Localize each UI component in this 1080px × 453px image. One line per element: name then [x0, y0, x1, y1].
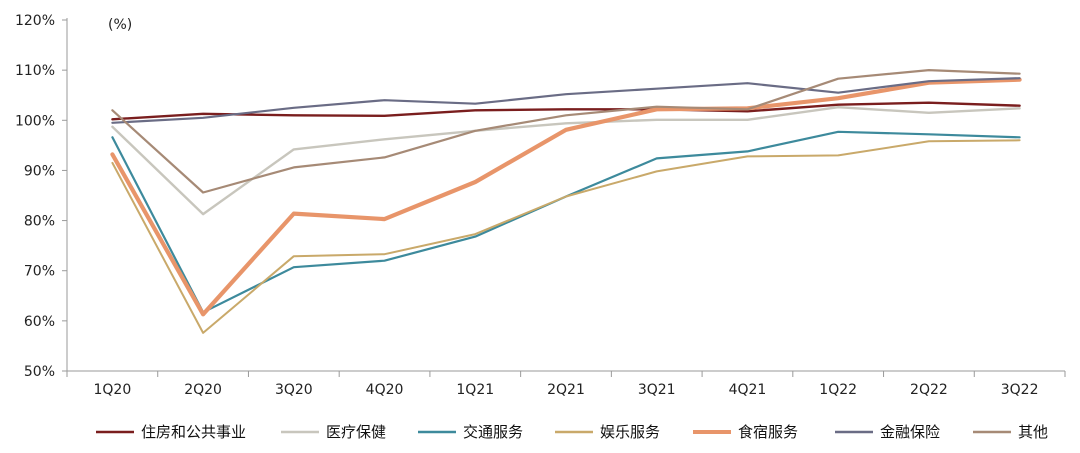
y-tick-label: 80% [24, 214, 55, 230]
y-tick-label: 110% [15, 63, 55, 79]
series-line-4 [111, 139, 1021, 334]
series-line-6 [111, 77, 1021, 124]
series-line-1 [111, 101, 1021, 121]
series-line-2 [111, 105, 1021, 216]
legend-label: 交通服务 [463, 423, 523, 441]
x-tick-label: 3Q22 [1001, 382, 1039, 398]
legend-label: 食宿服务 [738, 423, 798, 441]
x-axis: 1Q20 2Q20 3Q20 4Q20 1Q21 2Q21 3Q21 4Q21 1Q22 2Q22… [66, 370, 1066, 398]
legend-item: 住房和公共事业 [96, 423, 246, 441]
series-line-5 [110, 77, 1022, 317]
y-tick-label: 100% [15, 113, 55, 129]
x-tick-label: 2Q20 [184, 382, 222, 398]
series-layer [110, 68, 1022, 334]
y-tick-label: 90% [24, 163, 55, 179]
x-tick-label: 2Q21 [547, 382, 585, 398]
y-tick-label: 60% [24, 314, 55, 330]
x-tick-label: 2Q22 [910, 382, 948, 398]
x-tick-label: 1Q22 [819, 382, 857, 398]
x-tick-label: 4Q21 [729, 382, 767, 398]
y-tick-label: 50% [24, 364, 55, 380]
legend-item: 其他 [973, 423, 1048, 441]
y-tick-label: 120% [15, 13, 55, 29]
legend-item: 食宿服务 [693, 423, 798, 441]
legend-item: 医疗保健 [281, 423, 386, 441]
y-unit-label: (%) [108, 17, 132, 33]
series-line-7 [111, 68, 1021, 194]
y-tick-label: 70% [24, 264, 55, 280]
legend-item: 金融保险 [835, 423, 940, 441]
x-tick-label: 3Q21 [638, 382, 676, 398]
legend: 住房和公共事业 医疗保健 交通服务 娱乐服务 食宿服务 金融保险 其他 [96, 423, 1048, 441]
y-axis: 50% 60% 70% 80% 90% 100% 110% 120% [15, 13, 68, 380]
legend-item: 娱乐服务 [555, 423, 660, 441]
x-tick-label: 1Q20 [93, 382, 131, 398]
legend-label: 住房和公共事业 [141, 423, 246, 441]
series-line-3 [111, 130, 1021, 314]
legend-label: 医疗保健 [326, 423, 386, 441]
legend-label: 金融保险 [880, 423, 940, 441]
x-tick-label: 3Q20 [275, 382, 313, 398]
x-tick-label: 4Q20 [366, 382, 404, 398]
x-tick-label: 1Q21 [456, 382, 494, 398]
legend-item: 交通服务 [418, 423, 523, 441]
legend-label: 其他 [1018, 423, 1048, 441]
legend-label: 娱乐服务 [600, 423, 660, 441]
